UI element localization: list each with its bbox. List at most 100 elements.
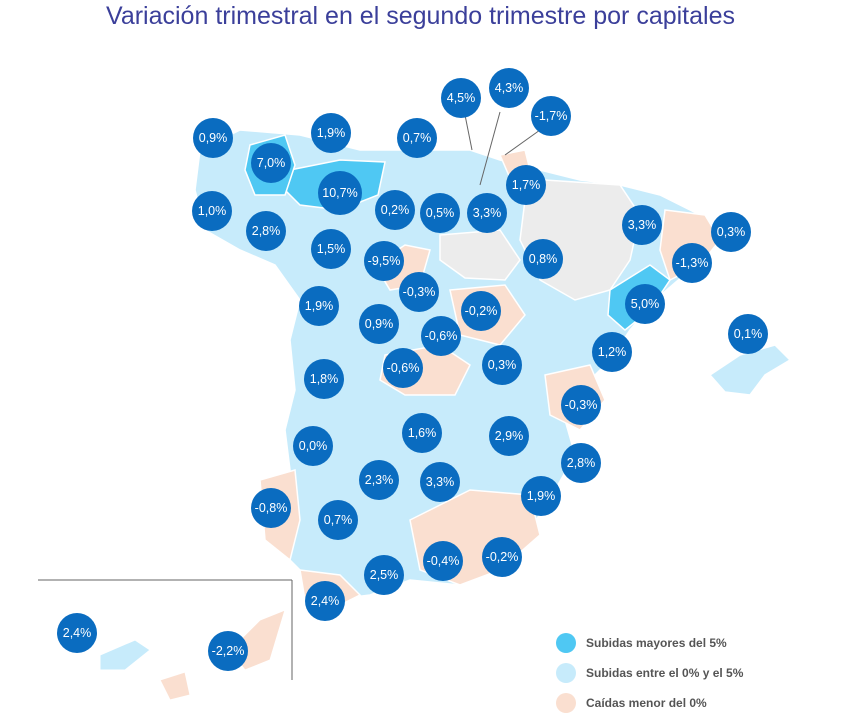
value-bubble: -1,3% xyxy=(672,243,712,283)
value-bubble-circle xyxy=(251,143,291,183)
value-bubble-circle xyxy=(364,555,404,595)
value-bubble: 0,5% xyxy=(420,193,460,233)
value-label: -9,5% xyxy=(368,254,401,268)
value-bubble: 1,2% xyxy=(592,332,632,372)
value-label: 4,5% xyxy=(447,91,476,105)
value-label: 0,3% xyxy=(717,225,746,239)
value-bubble-circle xyxy=(420,462,460,502)
value-bubble-circle xyxy=(359,460,399,500)
value-label: 1,5% xyxy=(317,242,346,256)
value-bubble-circle xyxy=(305,581,345,621)
value-bubble-circle xyxy=(304,359,344,399)
value-bubble: 0,3% xyxy=(711,212,751,252)
value-label: 0,3% xyxy=(488,358,517,372)
value-bubble: 10,7% xyxy=(318,171,362,215)
value-bubble-circle xyxy=(359,304,399,344)
value-label: 1,9% xyxy=(317,126,346,140)
legend-item-mid: Subidas entre el 0% y el 5% xyxy=(556,660,743,686)
value-label: 1,2% xyxy=(598,345,627,359)
value-bubble-circle xyxy=(402,413,442,453)
value-bubble: 0,0% xyxy=(293,426,333,466)
value-bubble-circle xyxy=(420,193,460,233)
value-label: 0,7% xyxy=(403,131,432,145)
value-bubble-circle xyxy=(299,286,339,326)
value-bubble: -0,3% xyxy=(399,272,439,312)
value-bubble: 4,5% xyxy=(441,78,481,118)
value-bubble: 0,1% xyxy=(728,314,768,354)
value-bubble-circle xyxy=(57,613,97,653)
region-canary-west xyxy=(99,639,151,671)
value-label: -0,2% xyxy=(465,304,498,318)
legend-item-neg: Caídas menor del 0% xyxy=(556,690,743,716)
value-bubble-circle xyxy=(423,541,463,581)
value-bubble-circle xyxy=(521,476,561,516)
value-bubble-circle xyxy=(489,416,529,456)
value-bubble-circle xyxy=(193,118,233,158)
value-bubble-circle xyxy=(489,68,529,108)
legend-swatch-mid xyxy=(556,663,576,683)
value-bubble: 7,0% xyxy=(251,143,291,183)
value-label: 4,3% xyxy=(495,81,524,95)
value-label: 3,3% xyxy=(426,475,455,489)
value-bubble-circle xyxy=(622,205,662,245)
value-label: 3,3% xyxy=(473,206,502,220)
value-label: -0,2% xyxy=(486,550,519,564)
value-bubble: -2,2% xyxy=(208,631,248,671)
value-bubble-circle xyxy=(531,96,571,136)
value-bubble-circle xyxy=(441,78,481,118)
legend: Subidas mayores del 5% Subidas entre el … xyxy=(556,630,743,720)
value-bubble: 2,5% xyxy=(364,555,404,595)
value-bubble: 1,6% xyxy=(402,413,442,453)
value-label: 0,0% xyxy=(299,439,328,453)
value-label: 2,4% xyxy=(63,626,92,640)
value-bubble: 0,2% xyxy=(375,190,415,230)
value-label: -1,7% xyxy=(535,109,568,123)
value-bubble: 2,9% xyxy=(489,416,529,456)
value-bubble: 2,8% xyxy=(246,211,286,251)
value-label: -2,2% xyxy=(212,644,245,658)
value-label: 7,0% xyxy=(257,156,286,170)
value-label: -0,6% xyxy=(425,329,458,343)
value-label: 1,8% xyxy=(310,372,339,386)
legend-label-mid: Subidas entre el 0% y el 5% xyxy=(586,666,744,680)
value-bubble: 2,4% xyxy=(305,581,345,621)
value-bubble-circle xyxy=(592,332,632,372)
legend-swatch-neg xyxy=(556,693,576,713)
value-label: 0,5% xyxy=(426,206,455,220)
value-bubble: -0,6% xyxy=(383,348,423,388)
value-label: 1,9% xyxy=(305,299,334,313)
pointer-line-1 xyxy=(464,114,473,151)
pointer-line-2 xyxy=(479,111,501,186)
value-bubble: 0,8% xyxy=(523,239,563,279)
value-bubble: -0,6% xyxy=(421,316,461,356)
value-bubble: 0,9% xyxy=(193,118,233,158)
value-bubble-circle xyxy=(482,537,522,577)
map-regions xyxy=(38,111,792,701)
value-bubble-circle xyxy=(318,500,358,540)
legend-label-neg: Caídas menor del 0% xyxy=(586,696,707,710)
value-bubble-circle xyxy=(482,345,522,385)
value-label: 2,8% xyxy=(567,456,596,470)
value-bubble-circle xyxy=(461,291,501,331)
value-bubble-circle xyxy=(364,241,404,281)
value-bubble: -0,2% xyxy=(461,291,501,331)
value-bubble: 2,8% xyxy=(561,443,601,483)
value-label: 0,9% xyxy=(199,131,228,145)
value-bubble-circle xyxy=(506,165,546,205)
value-bubble-circle xyxy=(311,113,351,153)
value-label: 3,3% xyxy=(628,218,657,232)
value-bubble: 1,9% xyxy=(311,113,351,153)
value-bubble-circle xyxy=(208,631,248,671)
value-bubble-circle xyxy=(246,211,286,251)
value-bubble-circle xyxy=(561,443,601,483)
value-bubbles: 0,9% 1,9% 0,7% 4,5% 4,3% -1,7% 7,0% 10,7% 1,7% 1,… xyxy=(57,68,768,671)
value-label: 1,0% xyxy=(198,204,227,218)
value-label: 10,7% xyxy=(322,186,357,200)
value-label: 1,6% xyxy=(408,426,437,440)
value-bubble-circle xyxy=(399,272,439,312)
value-bubble: -0,2% xyxy=(482,537,522,577)
value-bubble-circle xyxy=(293,426,333,466)
value-bubble: 2,3% xyxy=(359,460,399,500)
value-label: 2,4% xyxy=(311,594,340,608)
pointer-line-3 xyxy=(504,129,541,156)
